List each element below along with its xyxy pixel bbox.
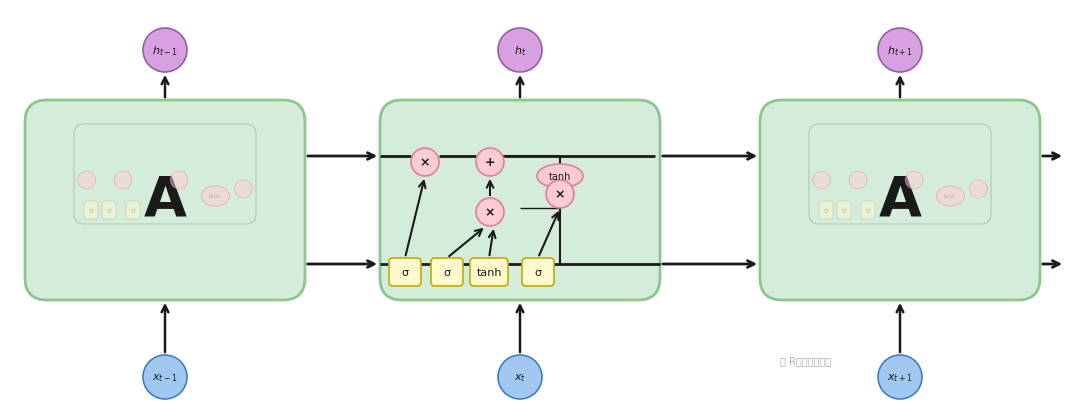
Text: σ: σ xyxy=(402,267,408,277)
Text: σ: σ xyxy=(841,207,847,213)
FancyBboxPatch shape xyxy=(760,101,1040,300)
Text: σ: σ xyxy=(824,207,828,213)
Ellipse shape xyxy=(936,187,964,207)
Circle shape xyxy=(234,181,253,198)
Text: A: A xyxy=(144,174,187,228)
Text: tanh: tanh xyxy=(210,194,221,199)
Text: σ: σ xyxy=(444,267,450,277)
Text: ×: × xyxy=(555,188,565,201)
Circle shape xyxy=(878,29,922,73)
Circle shape xyxy=(114,172,132,190)
Text: σ: σ xyxy=(131,207,135,213)
Circle shape xyxy=(143,29,187,73)
FancyBboxPatch shape xyxy=(470,258,508,286)
FancyBboxPatch shape xyxy=(102,202,116,220)
Text: 🐾 R语言中文社区: 🐾 R语言中文社区 xyxy=(780,355,832,365)
Text: σ: σ xyxy=(535,267,541,277)
Ellipse shape xyxy=(537,164,583,189)
Circle shape xyxy=(498,29,542,73)
FancyBboxPatch shape xyxy=(84,202,98,220)
Circle shape xyxy=(476,149,504,177)
Text: $x_{t+1}$: $x_{t+1}$ xyxy=(887,371,913,383)
FancyBboxPatch shape xyxy=(861,202,875,220)
Circle shape xyxy=(905,172,923,190)
Circle shape xyxy=(812,172,831,190)
Text: $h_{t+1}$: $h_{t+1}$ xyxy=(887,44,913,58)
Circle shape xyxy=(476,198,504,226)
Text: ×: × xyxy=(485,206,496,219)
Circle shape xyxy=(78,172,96,190)
FancyBboxPatch shape xyxy=(389,258,421,286)
Text: $h_{t-1}$: $h_{t-1}$ xyxy=(152,44,178,58)
Circle shape xyxy=(143,355,187,399)
Text: σ: σ xyxy=(866,207,870,213)
FancyBboxPatch shape xyxy=(75,125,256,224)
Ellipse shape xyxy=(201,187,229,207)
FancyBboxPatch shape xyxy=(431,258,463,286)
Circle shape xyxy=(411,149,438,177)
Circle shape xyxy=(849,172,867,190)
Text: tanh: tanh xyxy=(944,194,957,199)
FancyBboxPatch shape xyxy=(380,101,660,300)
FancyBboxPatch shape xyxy=(25,101,305,300)
Text: A: A xyxy=(878,174,921,228)
Text: ×: × xyxy=(420,156,430,169)
Text: +: + xyxy=(485,156,496,169)
Text: tanh: tanh xyxy=(549,172,571,181)
FancyBboxPatch shape xyxy=(809,125,991,224)
Circle shape xyxy=(498,355,542,399)
FancyBboxPatch shape xyxy=(819,202,833,220)
FancyBboxPatch shape xyxy=(126,202,140,220)
Text: $x_{t-1}$: $x_{t-1}$ xyxy=(152,371,178,383)
Text: σ: σ xyxy=(89,207,93,213)
FancyBboxPatch shape xyxy=(837,202,851,220)
Circle shape xyxy=(170,172,188,190)
Circle shape xyxy=(878,355,922,399)
FancyBboxPatch shape xyxy=(522,258,554,286)
Circle shape xyxy=(970,181,987,198)
Circle shape xyxy=(546,181,573,209)
Text: $h_t$: $h_t$ xyxy=(514,44,526,58)
Text: σ: σ xyxy=(107,207,111,213)
Text: tanh: tanh xyxy=(476,267,502,277)
Text: $x_t$: $x_t$ xyxy=(514,371,526,383)
